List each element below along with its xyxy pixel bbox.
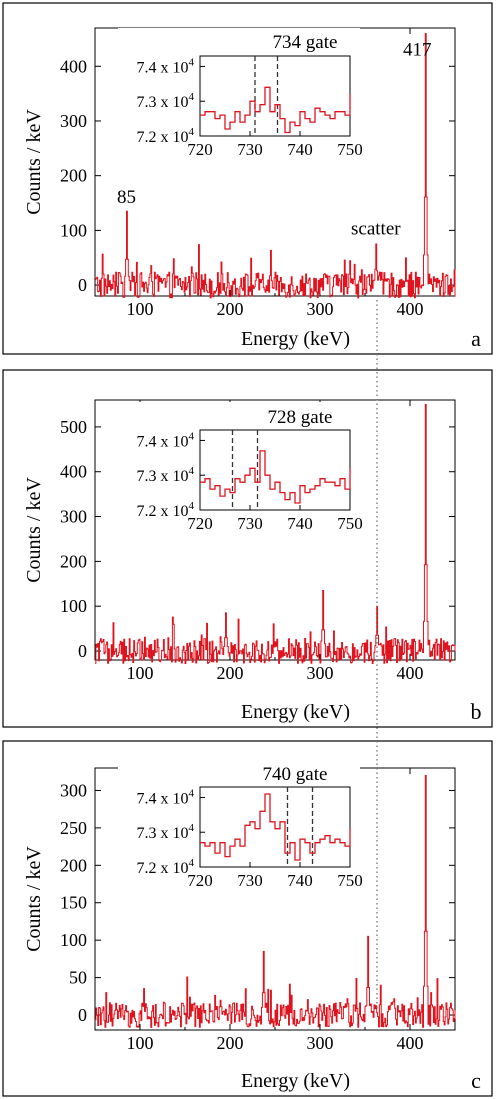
y-tick-label: 500	[60, 417, 87, 437]
y-axis-label: Counts / keV	[23, 477, 45, 583]
y-tick-label: 300	[60, 507, 87, 527]
inset-y-tick-label: 7.2 x 104	[137, 126, 195, 146]
inset-y-tick-label: 7.3 x 104	[137, 822, 195, 842]
inset-spectrum-line	[200, 450, 351, 504]
panel-c: 100 200 300 400 0 50 100 150 200 250 300 Energy (ke…	[2, 740, 493, 1097]
inset-y-tick-label: 7.4 x 104	[137, 430, 195, 450]
inset-y-tick-label: 7.2 x 104	[137, 500, 195, 520]
peak-annotation: 417	[403, 39, 432, 60]
y-tick-label: 400	[60, 56, 87, 76]
x-tick-label: 100	[127, 299, 154, 319]
inset-y-tick-label: 7.4 x 104	[137, 56, 195, 76]
peak-point	[322, 590, 324, 592]
y-tick-label: 300	[60, 111, 87, 131]
inset-plot: 734 gate 720 730 740 750 7.2 x 104 7.3 x 104 7.…	[118, 28, 363, 166]
inset-spectrum-line	[200, 86, 351, 134]
y-axis-label: Counts / keV	[23, 846, 45, 952]
y-tick-label: 300	[60, 780, 87, 800]
y-tick-label: 200	[60, 166, 87, 186]
y-tick-label: 100	[60, 930, 87, 950]
x-tick-label: 300	[307, 299, 334, 319]
spectrum-line	[95, 775, 456, 1028]
inset-x-tick-label: 730	[237, 514, 263, 533]
inset-x-tick-label: 750	[337, 140, 363, 159]
panel-a: 100 200 300 400 0 100 200 300 400 Energy (keV) Cou…	[2, 2, 493, 355]
y-tick-label: 100	[60, 596, 87, 616]
peak-point	[225, 612, 226, 614]
inset-y-tick-label: 7.3 x 104	[137, 91, 195, 111]
y-tick-label: 0	[78, 1005, 87, 1025]
x-tick-label: 100	[127, 663, 154, 683]
inset-title: 740 gate	[263, 764, 328, 785]
inset-spectrum-line	[200, 793, 351, 861]
x-axis-label: Energy (keV)	[241, 328, 350, 350]
inset-x-tick-label: 750	[337, 514, 363, 533]
y-tick-label: 50	[69, 968, 87, 988]
x-tick-label: 400	[397, 663, 424, 683]
x-tick-label: 300	[307, 1033, 334, 1053]
x-tick-label: 200	[217, 663, 244, 683]
peak-annotation: 85	[117, 187, 136, 208]
y-tick-label: 100	[60, 220, 87, 240]
inset-title: 734 gate	[273, 32, 338, 53]
x-axis-label: Energy (keV)	[241, 1070, 350, 1092]
y-tick-label: 250	[60, 818, 87, 838]
inset-x-tick-label: 730	[237, 140, 263, 159]
inset-y-tick-label: 7.2 x 104	[137, 857, 195, 877]
inset-x-tick-label: 740	[287, 871, 313, 890]
x-tick-label: 200	[217, 299, 244, 319]
inset-x-tick-label: 740	[287, 514, 313, 533]
y-tick-label: 0	[78, 641, 87, 661]
inset-x-tick-label: 750	[337, 871, 363, 890]
x-tick-label: 300	[307, 663, 334, 683]
y-axis-label: Counts / keV	[23, 109, 45, 215]
inset-x-tick-label: 740	[287, 140, 313, 159]
peak-point	[375, 243, 377, 245]
peak-point	[424, 774, 426, 776]
inset-x-tick-label: 720	[187, 871, 213, 890]
inset-title: 728 gate	[268, 407, 333, 428]
x-tick-label: 100	[127, 1033, 154, 1053]
spectrum-line	[95, 33, 456, 299]
inset-frame	[199, 55, 351, 137]
peak-point	[126, 210, 127, 212]
panel-letter: b	[471, 699, 482, 724]
peak-point	[262, 950, 264, 952]
x-axis-label: Energy (keV)	[241, 701, 350, 723]
y-tick-label: 200	[60, 551, 87, 571]
inset-plot: 728 gate 720 730 740 750 7.2 x 104 7.3 x 104 7.…	[118, 402, 363, 540]
inset-y-tick-label: 7.4 x 104	[137, 787, 195, 807]
panel-letter: a	[471, 326, 481, 351]
y-tick-label: 400	[60, 462, 87, 482]
y-tick-label: 150	[60, 893, 87, 913]
peak-point	[367, 935, 369, 937]
y-tick-label: 0	[78, 275, 87, 295]
x-tick-label: 400	[397, 1033, 424, 1053]
spectrum-line	[95, 404, 456, 664]
panel-b: 100 200 300 400 0 100 200 300 400 500 Energy (keV)…	[2, 369, 493, 728]
panel-letter: c	[471, 1068, 481, 1093]
inset-x-tick-label: 720	[187, 514, 213, 533]
inset-frame	[199, 429, 351, 511]
inset-x-tick-label: 730	[237, 871, 263, 890]
x-tick-label: 200	[217, 1033, 244, 1053]
x-tick-label: 400	[397, 299, 424, 319]
inset-x-tick-label: 720	[187, 140, 213, 159]
y-tick-label: 200	[60, 855, 87, 875]
peak-point	[424, 403, 426, 405]
peak-point	[424, 32, 426, 34]
inset-y-tick-label: 7.3 x 104	[137, 465, 195, 485]
peak-annotation: scatter	[351, 219, 401, 240]
inset-plot: 740 gate 720 730 740 750 7.2 x 104 7.3 x 104 7.…	[118, 759, 363, 897]
